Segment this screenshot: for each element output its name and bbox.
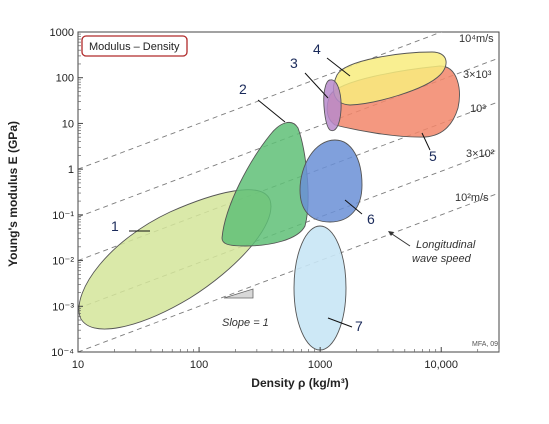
region-leader-6	[344, 199, 363, 215]
y-tick-label-6: 100	[56, 73, 74, 85]
region-label-1: 1	[111, 218, 119, 234]
y-tick-label-3: 10⁻¹	[52, 210, 74, 222]
region-label-5: 5	[429, 148, 437, 164]
region-3	[323, 79, 342, 132]
wave-speed-annotation-line2: wave speed	[412, 253, 472, 265]
y-tick-label-2: 10⁻²	[52, 256, 74, 268]
credit-label: MFA, 09	[472, 341, 498, 348]
wave-speed-annotation-line1: Longitudinal	[416, 239, 476, 251]
region-leader-5	[421, 132, 431, 151]
chart-title: Modulus – Density	[89, 41, 180, 53]
x-tick-label-0: 10	[72, 359, 84, 371]
slope-triangle-icon	[223, 288, 254, 299]
guide-line-4	[78, 192, 499, 352]
y-tick-label-4: 1	[68, 164, 74, 176]
x-axis-title: Density ρ (kg/m³)	[251, 376, 348, 390]
region-label-6: 6	[367, 211, 375, 227]
region-leader-4	[326, 57, 351, 77]
y-tick-label-7: 1000	[50, 27, 74, 39]
region-leader-3	[304, 72, 329, 99]
x-tick-label-3: 10,000	[424, 359, 458, 371]
x-tick-label-2: 1000	[308, 359, 332, 371]
region-label-3: 3	[290, 55, 298, 71]
y-axis-title: Young's modulus E (GPa)	[6, 121, 20, 267]
guide-label-3: 3×10²	[466, 148, 495, 160]
y-tick-label-1: 10⁻³	[52, 301, 74, 313]
wave-speed-arrowhead-icon	[388, 231, 394, 236]
guide-line-0	[78, 32, 443, 170]
guide-label-4: 10²m/s	[455, 192, 489, 204]
y-tick-label-0: 10⁻⁴	[51, 347, 74, 359]
region-7	[293, 225, 347, 351]
region-label-2: 2	[239, 81, 247, 97]
guide-label-0: 10⁴m/s	[459, 33, 494, 45]
region-label-7: 7	[355, 318, 363, 334]
x-tick-label-1: 100	[190, 359, 208, 371]
chart-title-box	[81, 35, 188, 57]
guide-label-2: 10³	[470, 103, 486, 115]
region-4	[333, 51, 447, 106]
region-label-4: 4	[313, 41, 321, 57]
region-leader-7	[327, 317, 353, 328]
wave-speed-arrow	[388, 231, 411, 247]
slope-annotation: Slope = 1	[222, 317, 269, 329]
guide-label-1: 3×10³	[463, 69, 492, 81]
y-tick-label-5: 10	[62, 118, 74, 130]
region-leader-2	[257, 99, 286, 123]
